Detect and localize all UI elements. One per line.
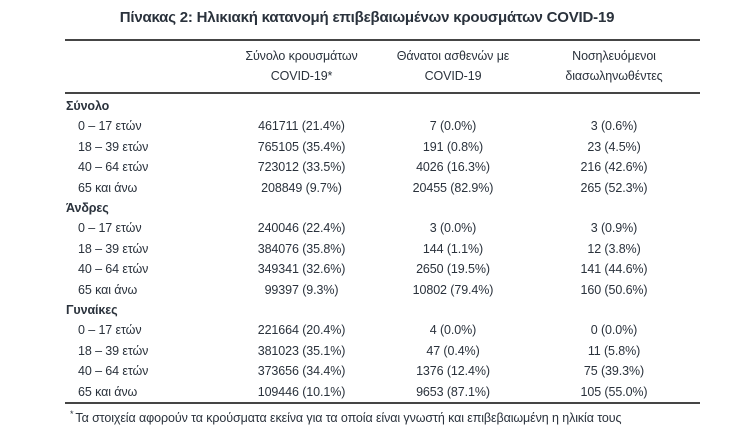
age-label: 0 – 17 ετών — [78, 119, 142, 134]
table-row: 65 και άνω 99397 (9.3%) 10802 (79.4%) 16… — [65, 280, 700, 300]
group-label-total: Σύνολο — [66, 99, 110, 113]
age-label: 18 – 39 ετών — [78, 139, 149, 154]
cases-cell: 765105 (35.4%) — [257, 139, 346, 154]
intubated-cell: 265 (52.3%) — [580, 180, 648, 195]
table-row: 18 – 39 ετών 765105 (35.4%) 191 (0.8%) 2… — [65, 137, 700, 157]
col-header-intubated-line1: Νοσηλευόμενοι — [572, 49, 656, 63]
deaths-cell: 191 (0.8%) — [422, 139, 484, 154]
deaths-cell: 2650 (19.5%) — [416, 262, 490, 277]
col-header-total-cases-line2: COVID-19* — [270, 69, 333, 83]
col-header-total-cases: Σύνολο κρουσμάτων COVID-19* — [225, 40, 378, 94]
footnote-text: Τα στοιχεία αφορούν τα κρούσματα εκείνα … — [75, 411, 622, 426]
group-label-women: Γυναίκες — [66, 303, 118, 318]
deaths-cell: 47 (0.4%) — [426, 343, 480, 358]
intubated-cell: 141 (44.6%) — [580, 262, 648, 277]
col-header-intubated-line2: διασωληνωθέντες — [565, 69, 663, 83]
header-row: Σύνολο κρουσμάτων COVID-19* Θάνατοι ασθε… — [65, 40, 700, 94]
col-header-label — [65, 40, 225, 94]
intubated-cell: 75 (39.3%) — [583, 364, 645, 379]
age-label: 65 και άνω — [78, 180, 138, 195]
deaths-cell: 4026 (16.3%) — [416, 160, 490, 175]
deaths-cell: 1376 (12.4%) — [416, 364, 490, 379]
age-label: 65 και άνω — [78, 384, 138, 399]
group-row-women: Γυναίκες — [65, 300, 700, 320]
group-label-men: Άνδρες — [66, 201, 109, 216]
age-label: 40 – 64 ετών — [78, 262, 149, 277]
cases-cell: 99397 (9.3%) — [264, 282, 339, 297]
footnote: * Τα στοιχεία αφορούν τα κρούσματα εκείνα… — [70, 409, 704, 425]
col-header-total-cases-line1: Σύνολο κρουσμάτων — [245, 49, 358, 63]
intubated-cell: 3 (0.9%) — [590, 221, 638, 236]
col-header-deaths-line2: COVID-19 — [424, 69, 482, 83]
cases-cell: 461711 (21.4%) — [258, 119, 345, 134]
cases-cell: 240046 (22.4%) — [257, 221, 346, 236]
page-title: Πίνακας 2: Ηλικιακή κατανομή επιβεβαιωμέ… — [119, 9, 615, 26]
col-header-deaths: Θάνατοι ασθενών με COVID-19 — [378, 40, 528, 94]
col-header-deaths-line1: Θάνατοι ασθενών με — [396, 49, 510, 63]
table-row: 40 – 64 ετών 723012 (33.5%) 4026 (16.3%)… — [65, 157, 700, 177]
age-label: 18 – 39 ετών — [78, 241, 149, 256]
intubated-cell: 3 (0.6%) — [590, 119, 638, 134]
age-label: 40 – 64 ετών — [78, 160, 149, 175]
table-row: 0 – 17 ετών 240046 (22.4%) 3 (0.0%) 3 (0… — [65, 218, 700, 238]
footnote-marker: * — [70, 409, 74, 420]
age-label: 0 – 17 ετών — [78, 221, 142, 236]
intubated-cell: 105 (55.0%) — [580, 384, 648, 399]
intubated-cell: 216 (42.6%) — [580, 160, 648, 175]
intubated-cell: 160 (50.6%) — [580, 282, 648, 297]
intubated-cell: 23 (4.5%) — [587, 139, 641, 154]
deaths-cell: 20455 (82.9%) — [412, 180, 494, 195]
cases-cell: 349341 (32.6%) — [257, 262, 346, 277]
table-row: 0 – 17 ετών 461711 (21.4%) 7 (0.0%) 3 (0… — [65, 116, 700, 136]
intubated-cell: 11 (5.8%) — [587, 343, 641, 358]
deaths-cell: 4 (0.0%) — [429, 323, 477, 338]
table-row: 0 – 17 ετών 221664 (20.4%) 4 (0.0%) 0 (0… — [65, 320, 700, 340]
table-row: 40 – 64 ετών 373656 (34.4%) 1376 (12.4%)… — [65, 361, 700, 381]
age-label: 40 – 64 ετών — [78, 364, 149, 379]
intubated-cell: 0 (0.0%) — [590, 323, 638, 338]
cases-cell: 723012 (33.5%) — [257, 160, 346, 175]
deaths-cell: 7 (0.0%) — [429, 119, 477, 134]
age-label: 65 και άνω — [78, 282, 138, 297]
table-row: 65 και άνω 109446 (10.1%) 9653 (87.1%) 1… — [65, 382, 700, 403]
group-row-men: Άνδρες — [65, 198, 700, 218]
deaths-cell: 3 (0.0%) — [429, 221, 477, 236]
col-header-intubated: Νοσηλευόμενοι διασωληνωθέντες — [528, 40, 700, 94]
table-row: 18 – 39 ετών 381023 (35.1%) 47 (0.4%) 11… — [65, 341, 700, 361]
cases-cell: 381023 (35.1%) — [257, 343, 346, 358]
cases-cell: 373656 (34.4%) — [257, 364, 346, 379]
group-row-total: Σύνολο — [65, 93, 700, 116]
deaths-cell: 10802 (79.4%) — [412, 282, 494, 297]
covid-age-table: Σύνολο κρουσμάτων COVID-19* Θάνατοι ασθε… — [65, 39, 700, 405]
intubated-cell: 12 (3.8%) — [587, 241, 641, 256]
age-label: 0 – 17 ετών — [78, 323, 142, 338]
deaths-cell: 144 (1.1%) — [422, 241, 484, 256]
cases-cell: 109446 (10.1%) — [257, 384, 346, 399]
cases-cell: 221664 (20.4%) — [257, 323, 346, 338]
age-label: 18 – 39 ετών — [78, 343, 149, 358]
table-row: 40 – 64 ετών 349341 (32.6%) 2650 (19.5%)… — [65, 259, 700, 279]
table-row: 65 και άνω 208849 (9.7%) 20455 (82.9%) 2… — [65, 178, 700, 198]
table-row: 18 – 39 ετών 384076 (35.8%) 144 (1.1%) 1… — [65, 239, 700, 259]
cases-cell: 384076 (35.8%) — [257, 241, 346, 256]
cases-cell: 208849 (9.7%) — [261, 180, 342, 195]
deaths-cell: 9653 (87.1%) — [416, 384, 490, 399]
